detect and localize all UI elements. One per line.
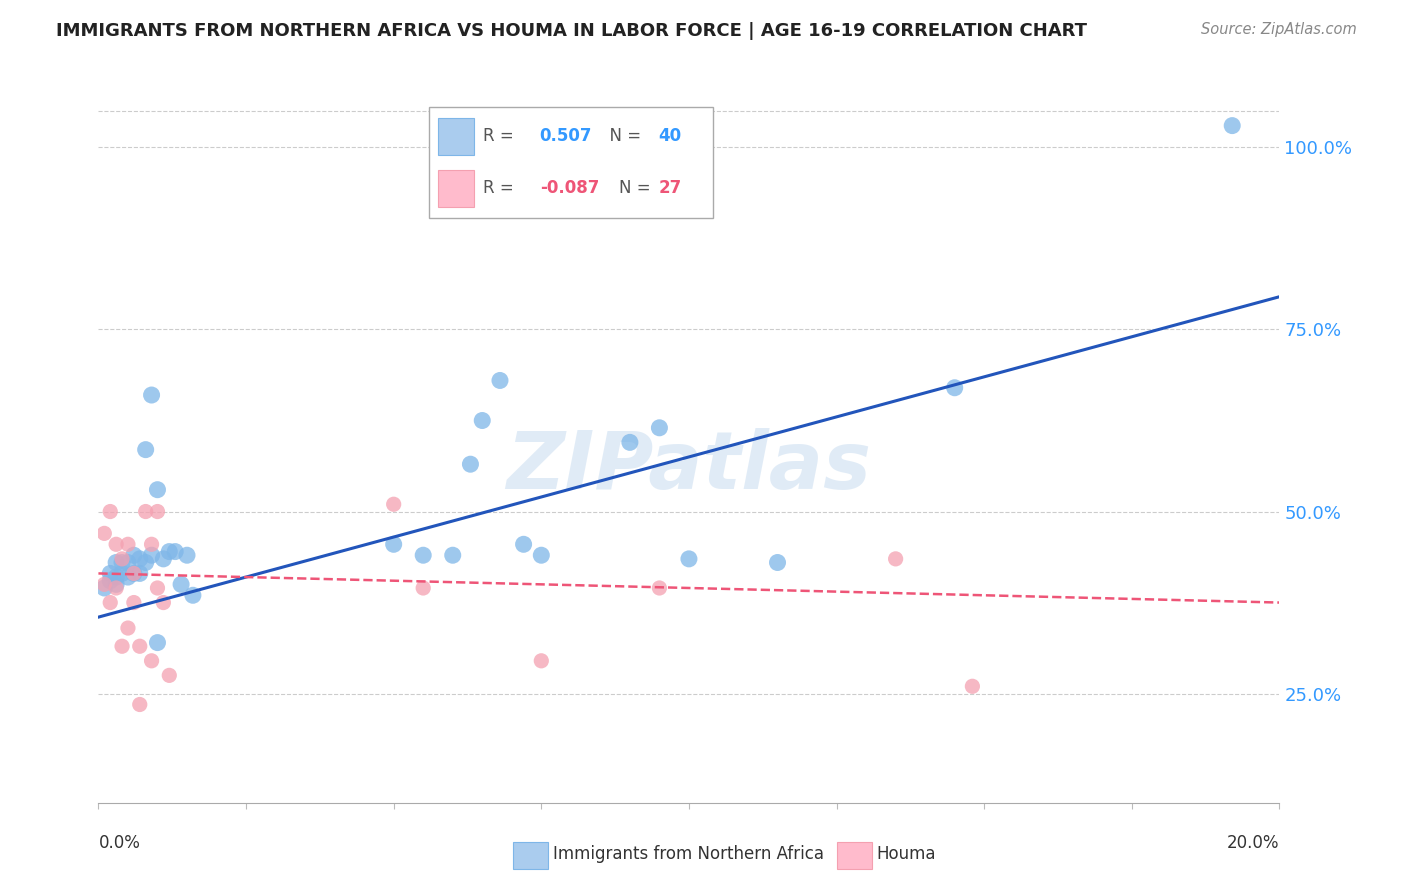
Point xyxy=(111,552,134,566)
Point xyxy=(884,552,907,566)
Point xyxy=(117,556,139,570)
Text: 20.0%: 20.0% xyxy=(1227,834,1279,852)
Point xyxy=(135,504,157,518)
Point xyxy=(441,548,464,562)
Point xyxy=(128,552,150,566)
Point xyxy=(619,435,641,450)
Point xyxy=(93,577,115,591)
Point xyxy=(141,388,163,402)
Point xyxy=(141,654,163,668)
Point xyxy=(122,548,145,562)
Point xyxy=(152,552,174,566)
Point xyxy=(105,556,128,570)
Point xyxy=(152,596,174,610)
Point xyxy=(1220,119,1243,133)
Text: 0.0%: 0.0% xyxy=(98,834,141,852)
Point xyxy=(165,544,187,558)
Point xyxy=(122,566,145,581)
Point xyxy=(98,504,121,518)
Text: Source: ZipAtlas.com: Source: ZipAtlas.com xyxy=(1201,22,1357,37)
Point xyxy=(128,639,150,653)
Point xyxy=(93,581,115,595)
Point xyxy=(117,537,139,551)
Point xyxy=(176,548,198,562)
Point xyxy=(128,566,150,581)
Point xyxy=(157,668,180,682)
Point xyxy=(111,566,134,581)
Point xyxy=(105,570,128,584)
Point xyxy=(128,698,150,712)
Point xyxy=(135,556,157,570)
Point xyxy=(117,621,139,635)
Point xyxy=(460,457,482,471)
Point xyxy=(412,581,434,595)
Point xyxy=(98,596,121,610)
Point xyxy=(489,374,512,388)
Point xyxy=(382,497,405,511)
Point xyxy=(157,544,180,558)
Point xyxy=(141,537,163,551)
Point xyxy=(117,570,139,584)
Point xyxy=(648,421,671,435)
Point xyxy=(111,556,134,570)
Text: IMMIGRANTS FROM NORTHERN AFRICA VS HOUMA IN LABOR FORCE | AGE 16-19 CORRELATION : IMMIGRANTS FROM NORTHERN AFRICA VS HOUMA… xyxy=(56,22,1087,40)
Point xyxy=(530,654,553,668)
Point xyxy=(471,413,494,427)
Point xyxy=(766,556,789,570)
Text: Houma: Houma xyxy=(876,845,935,863)
Point xyxy=(146,483,169,497)
Point xyxy=(93,526,115,541)
Point xyxy=(111,639,134,653)
Point xyxy=(962,679,984,693)
Point xyxy=(105,581,128,595)
Text: Immigrants from Northern Africa: Immigrants from Northern Africa xyxy=(553,845,824,863)
Point xyxy=(135,442,157,457)
Point xyxy=(181,588,204,602)
Point xyxy=(530,548,553,562)
Point xyxy=(98,566,121,581)
Point xyxy=(412,548,434,562)
Text: ZIPatlas: ZIPatlas xyxy=(506,428,872,507)
Point xyxy=(98,574,121,588)
Point xyxy=(170,577,193,591)
Point xyxy=(122,596,145,610)
Point xyxy=(146,504,169,518)
Point xyxy=(382,537,405,551)
Point xyxy=(122,566,145,581)
Point xyxy=(105,537,128,551)
Point xyxy=(943,381,966,395)
Point xyxy=(648,581,671,595)
Point xyxy=(512,537,534,551)
Point xyxy=(105,577,128,591)
Point xyxy=(141,548,163,562)
Point xyxy=(146,635,169,649)
Point xyxy=(146,581,169,595)
Point xyxy=(678,552,700,566)
